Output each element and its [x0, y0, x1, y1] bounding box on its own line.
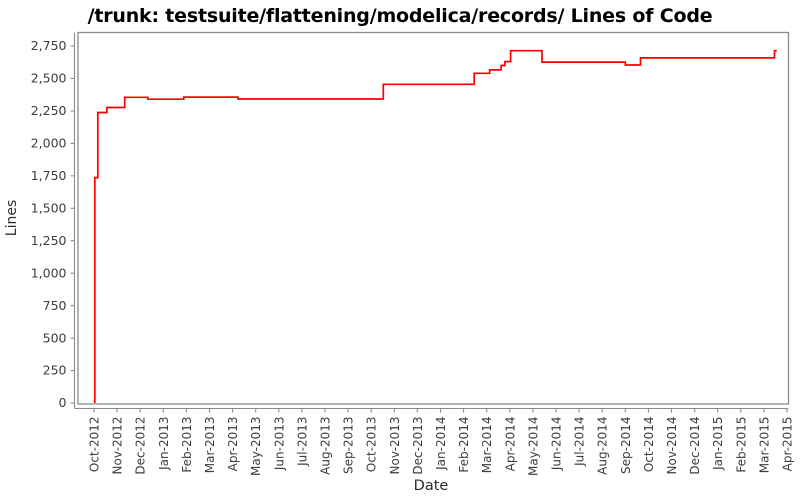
y-tick-label: 500 — [43, 330, 67, 345]
y-tick-label: 1,500 — [31, 200, 67, 215]
x-tick-label: Mar-2014 — [480, 417, 494, 474]
x-tick-label: Mar-2015 — [757, 417, 771, 474]
x-tick-label: Nov-2012 — [111, 417, 125, 475]
chart-title: /trunk: testsuite/flattening/modelica/re… — [87, 5, 713, 27]
y-tick-label: 0 — [59, 395, 67, 410]
x-tick-label: Apr-2015 — [781, 417, 795, 472]
x-tick-label: Nov-2013 — [388, 417, 402, 475]
x-tick-label: Jan-2013 — [157, 417, 171, 471]
x-tick-label: Jun-2013 — [272, 417, 286, 472]
x-tick-label: May-2013 — [249, 417, 263, 476]
y-tick-label: 1,000 — [31, 265, 67, 280]
x-tick-label: Dec-2014 — [688, 417, 702, 475]
y-axis-title: Lines — [4, 200, 20, 236]
x-tick-label: Apr-2014 — [503, 417, 517, 472]
x-tick-label: Dec-2012 — [134, 417, 148, 475]
x-tick-label: Jan-2015 — [711, 417, 725, 471]
x-tick-label: Oct-2014 — [642, 417, 656, 473]
x-tick-label: Sep-2014 — [619, 417, 633, 475]
x-tick-label: Feb-2013 — [180, 417, 194, 473]
x-tick-label: Aug-2014 — [596, 417, 610, 475]
y-tick-label: 1,750 — [31, 168, 67, 183]
x-tick-label: Apr-2013 — [226, 417, 240, 472]
x-tick-label: Jan-2014 — [434, 417, 448, 471]
y-tick-label: 1,250 — [31, 233, 67, 248]
plot-border — [77, 31, 790, 405]
y-tick-label: 2,750 — [31, 38, 67, 53]
x-tick-label: May-2014 — [526, 417, 540, 476]
y-tick-label: 750 — [43, 298, 67, 313]
x-tick-label: Nov-2014 — [665, 417, 679, 475]
y-tick-label: 2,000 — [31, 136, 67, 151]
x-axis-title: Date — [414, 478, 449, 494]
x-tick-label: Feb-2014 — [457, 417, 471, 473]
x-tick-label: Aug-2013 — [319, 417, 333, 475]
loc-step-line — [93, 49, 777, 403]
x-tick-label: Feb-2015 — [734, 417, 748, 473]
x-tick-label: Dec-2013 — [411, 417, 425, 475]
x-tick-label: Oct-2012 — [88, 417, 102, 473]
y-tick-label: 2,500 — [31, 71, 67, 86]
x-tick-label: Jun-2014 — [550, 417, 564, 472]
y-tick-label: 250 — [43, 363, 67, 378]
x-tick-label: Jul-2014 — [573, 417, 587, 467]
y-tick-label: 2,250 — [31, 103, 67, 118]
x-tick-label: Sep-2013 — [342, 417, 356, 475]
x-tick-label: Oct-2013 — [365, 417, 379, 473]
x-tick-label: Mar-2013 — [203, 417, 217, 474]
x-tick-label: Jul-2013 — [295, 417, 309, 467]
